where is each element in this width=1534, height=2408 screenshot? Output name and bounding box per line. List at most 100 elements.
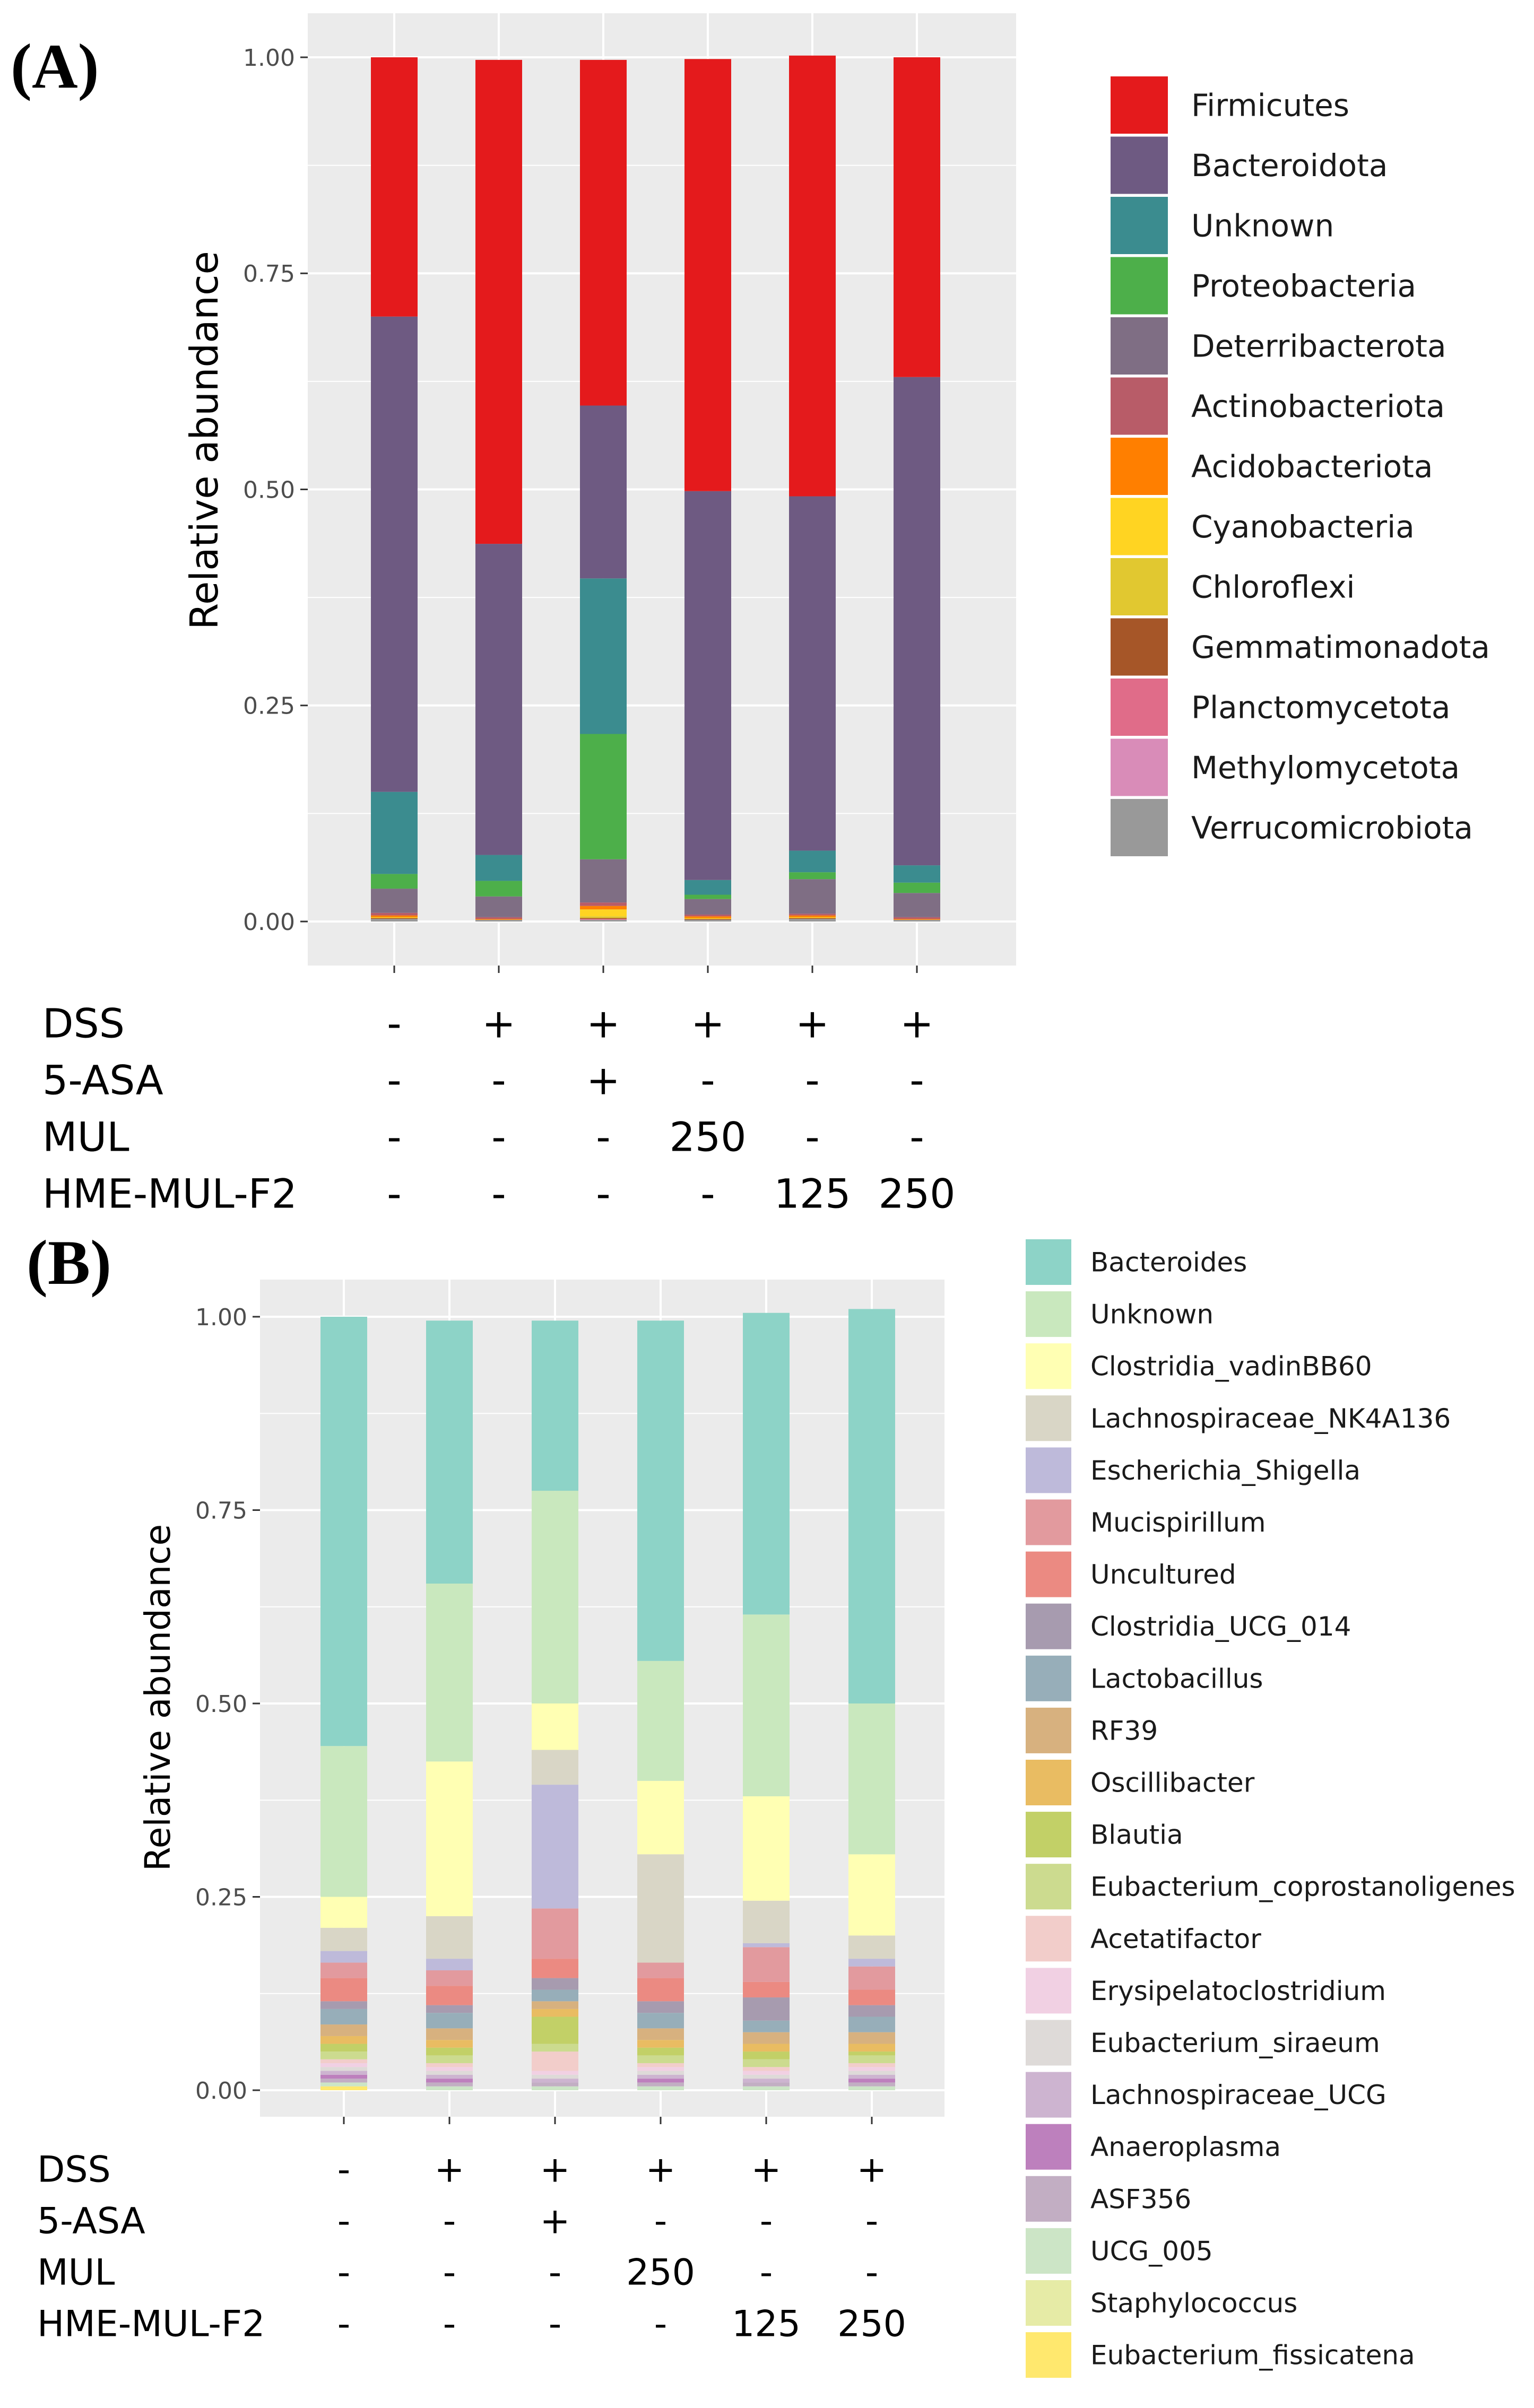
bar-segment-bacteroidota bbox=[789, 496, 836, 851]
chart-panel-b: (B) 0.00 0.25 0.50 0.75 1.00 Relative abundanc… bbox=[27, 1227, 1515, 2378]
bar-segment-proteobacteria bbox=[371, 874, 418, 889]
legend-swatch bbox=[1026, 1864, 1071, 1910]
legend-entry-label: Proteobacteria bbox=[1191, 268, 1416, 304]
bar-segment-deterribacterota bbox=[789, 879, 836, 914]
treatment-value: + bbox=[586, 1056, 620, 1103]
treatment-value: + bbox=[435, 2149, 465, 2190]
bar-segment-blautia bbox=[426, 2047, 473, 2056]
bar-segment-eubacterium-siraeum bbox=[637, 2071, 684, 2075]
bar-segment-mucispirillum bbox=[743, 1947, 790, 1982]
bar-segment-eubacterium-coprostanoligenes bbox=[848, 2055, 895, 2063]
treatment-value: - bbox=[805, 1056, 819, 1103]
bar-segment-lachnospiraceae-nk4a136 bbox=[743, 1900, 790, 1943]
treatment-name: DSS bbox=[37, 2149, 111, 2190]
bar-segment-acetatifactor bbox=[848, 2063, 895, 2067]
legend-swatch bbox=[1026, 1968, 1071, 2014]
bar-segment-eubacterium-siraeum bbox=[426, 2071, 473, 2075]
legend-entry-label: Eubacterium_siraeum bbox=[1090, 2028, 1380, 2058]
bar-segment-clostridia-vadinbb60 bbox=[320, 1897, 367, 1928]
bar-segment-asf356 bbox=[743, 2082, 790, 2087]
bar-segment-rf39 bbox=[426, 2028, 473, 2040]
bar-segment-lachnospiraceae-nk4a136 bbox=[532, 1750, 578, 1785]
bar-segment-oscillibacter bbox=[320, 2036, 367, 2044]
bar-segment-proteobacteria bbox=[894, 882, 940, 893]
bar-segment-lachnospiraceae-nk4a136 bbox=[320, 1927, 367, 1951]
bar-segment-blautia bbox=[532, 2016, 578, 2044]
bar-segment-erysipelatoclostridium bbox=[426, 2067, 473, 2071]
bar-segment-gemmatimonadota bbox=[371, 918, 418, 919]
bar-segment-mucispirillum bbox=[532, 1908, 578, 1959]
bar-segment-anaeroplasma bbox=[320, 2074, 367, 2079]
treatment-value: + bbox=[900, 999, 934, 1047]
legend-entry-label: Oscillibacter bbox=[1090, 1768, 1255, 1798]
bar-segment-asf356 bbox=[848, 2082, 895, 2087]
treatment-name: MUL bbox=[37, 2251, 115, 2293]
bar-segment-ucg-005 bbox=[743, 2086, 790, 2090]
legend-swatch bbox=[1111, 679, 1168, 736]
treatment-value: - bbox=[387, 999, 401, 1047]
treatment-value: - bbox=[805, 1113, 819, 1160]
bar-segment-acidobacteriota bbox=[580, 906, 627, 910]
legend-swatch bbox=[1111, 377, 1168, 435]
treatment-name: 5-ASA bbox=[42, 1056, 163, 1103]
bar-segment-unknown bbox=[684, 880, 731, 895]
bar-segment-bacteroidota bbox=[580, 405, 627, 579]
bar-segment-rf39 bbox=[532, 2001, 578, 2009]
bar-segment-eubacterium-fissicatena bbox=[320, 2086, 367, 2090]
legend-swatch bbox=[1026, 1916, 1071, 1962]
bar-segment-verrucomicrobiota bbox=[475, 919, 522, 922]
legend-entry-label: UCG_005 bbox=[1090, 2236, 1213, 2266]
legend-entry-label: Clostridia_UCG_014 bbox=[1090, 1611, 1351, 1642]
y-tick-label: 1.00 bbox=[243, 45, 295, 72]
bar-segment-clostridia-ucg-014 bbox=[426, 2005, 473, 2013]
treatment-name: HME-MUL-F2 bbox=[42, 1170, 297, 1217]
y-tick-label: 0.50 bbox=[243, 476, 295, 503]
treatment-value: - bbox=[596, 1170, 610, 1217]
bar-segment-bacteroides bbox=[637, 1320, 684, 1661]
legend-entry-label: Deterribacterota bbox=[1191, 328, 1446, 364]
bar-segment-lachnospiraceae-nk4a136 bbox=[426, 1916, 473, 1959]
legend-swatch bbox=[1111, 438, 1168, 495]
bar-segment-deterribacterota bbox=[684, 899, 731, 915]
bar-segment-lactobacillus bbox=[637, 2013, 684, 2029]
bar-segment-eubacterium-siraeum bbox=[848, 2071, 895, 2075]
treatment-value: 250 bbox=[837, 2303, 906, 2345]
chart-panel-a: (A) 0.00 0.25 0.50 0.75 1.00 Relative abundanc… bbox=[11, 13, 1490, 1217]
plot-background bbox=[260, 1280, 944, 2117]
bar-segment-eubacterium-coprostanoligenes bbox=[320, 2051, 367, 2059]
bar-segment-asf356 bbox=[320, 2079, 367, 2083]
legend-swatch bbox=[1111, 197, 1168, 254]
bar-segment-lachnospiraceae-ucg bbox=[532, 2079, 578, 2083]
bar-segment-verrucomicrobiota bbox=[684, 919, 731, 922]
bar-segment-acidobacteriota bbox=[684, 916, 731, 918]
treatment-value: - bbox=[596, 1113, 610, 1160]
legend-entry-label: Firmicutes bbox=[1191, 87, 1349, 123]
bar-segment-acidobacteriota bbox=[894, 919, 940, 920]
treatment-value: 250 bbox=[669, 1113, 746, 1160]
bar-segment-proteobacteria bbox=[789, 872, 836, 880]
treatment-value: - bbox=[865, 2251, 879, 2293]
bar-segment-mucispirillum bbox=[637, 1962, 684, 1978]
bar-segment-verrucomicrobiota bbox=[371, 919, 418, 922]
bar-segment-rf39 bbox=[743, 2032, 790, 2044]
legend-swatch bbox=[1111, 136, 1168, 194]
bar-segment-firmicutes bbox=[580, 59, 627, 406]
bar-segment-uncultured bbox=[848, 1989, 895, 2005]
bar-segment-actinobacteriota bbox=[475, 917, 522, 919]
bar-segment-eubacterium-siraeum bbox=[320, 2067, 367, 2071]
bar-segment-oscillibacter bbox=[426, 2040, 473, 2048]
bar-segment-uncultured bbox=[320, 1978, 367, 2002]
legend-swatch bbox=[1026, 2072, 1071, 2118]
treatment-value: + bbox=[482, 999, 516, 1047]
panel-label: (A) bbox=[11, 31, 99, 101]
bar-segment-eubacterium-siraeum bbox=[532, 2074, 578, 2079]
legend-swatch bbox=[1111, 558, 1168, 615]
legend-entry-label: Lachnospiraceae_NK4A136 bbox=[1090, 1403, 1451, 1434]
legend-swatch bbox=[1026, 1707, 1071, 1753]
treatment-value: - bbox=[700, 1170, 715, 1217]
treatment-value: 250 bbox=[626, 2251, 695, 2293]
treatment-value: - bbox=[337, 2200, 351, 2242]
bar-segment-proteobacteria bbox=[580, 734, 627, 859]
legend-swatch bbox=[1026, 1499, 1071, 1545]
treatment-value: - bbox=[443, 2251, 456, 2293]
